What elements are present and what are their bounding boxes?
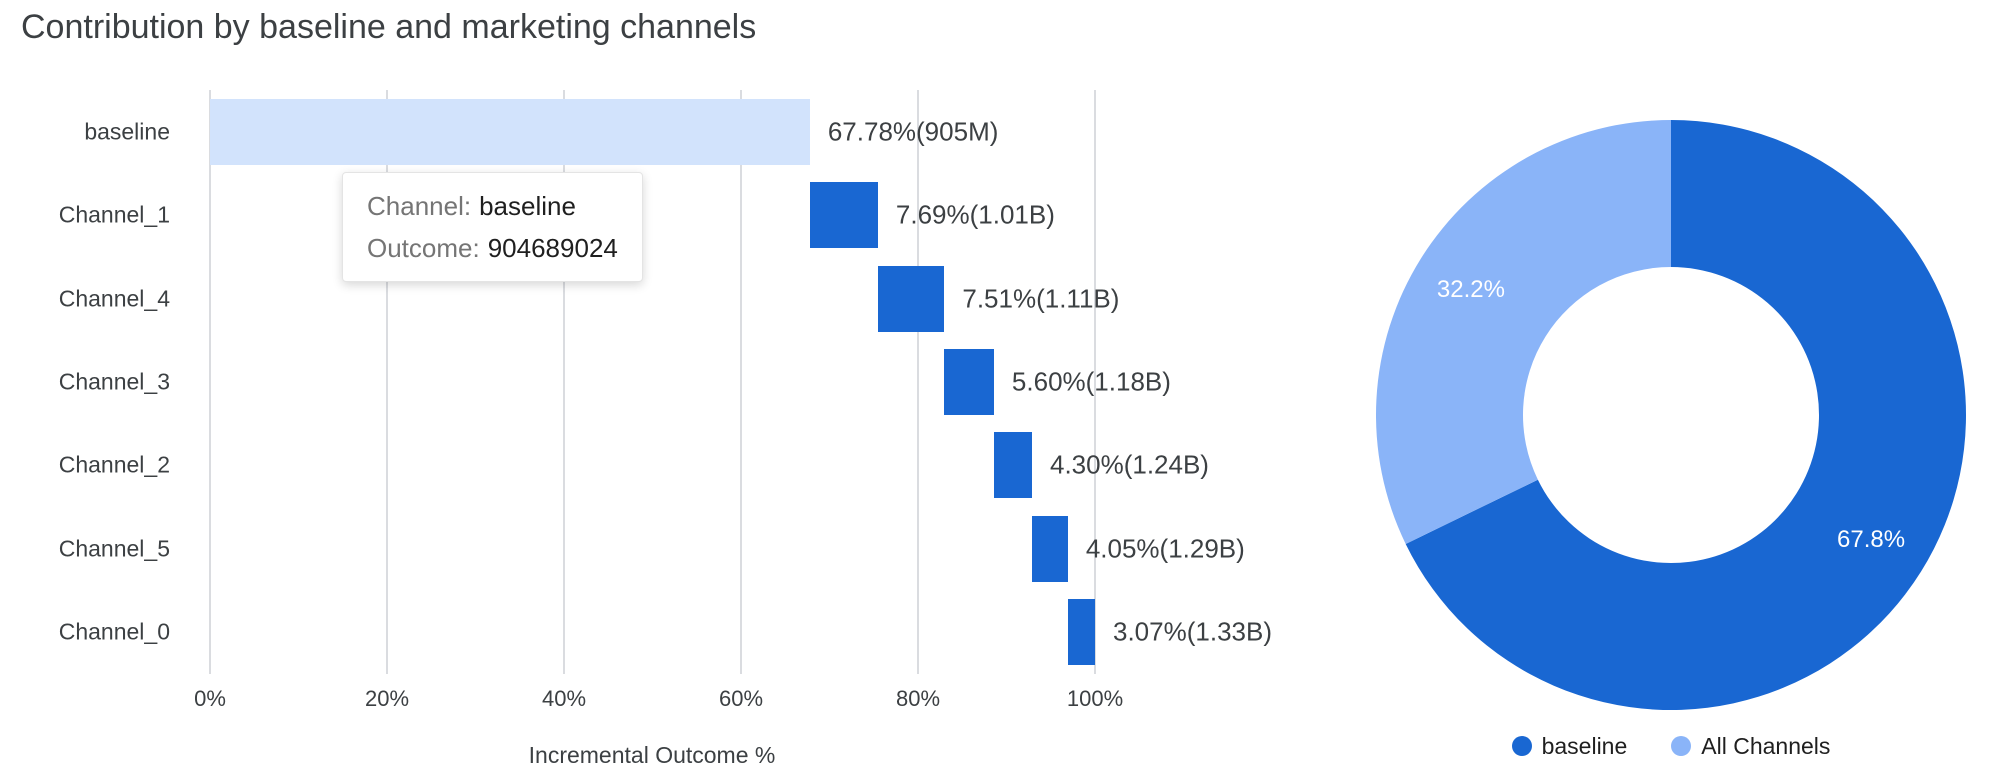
category-label-channel-3: Channel_3 <box>58 368 170 395</box>
legend-dot-all-channels-icon <box>1671 736 1692 756</box>
x-tick-label: 0% <box>194 686 226 711</box>
value-label-channel-1: 7.69%(1.01B) <box>895 199 1055 230</box>
category-label-baseline: baseline <box>84 118 170 145</box>
legend-label-baseline: baseline <box>1541 732 1628 759</box>
value-label-channel-5: 4.05%(1.29B) <box>1085 533 1245 564</box>
category-label-channel-2: Channel_2 <box>58 451 170 478</box>
gridline <box>386 90 388 674</box>
donut-slice-label-baseline: 67.8% <box>1837 526 1906 554</box>
category-label-channel-5: Channel_5 <box>58 535 170 562</box>
x-axis-title: Incremental Outcome % <box>528 742 776 768</box>
donut-svg <box>1376 120 1966 710</box>
tooltip-outcome-row: Outcome: 904689024 <box>367 227 618 269</box>
chart-tooltip: Channel: baseline Outcome: 904689024 <box>342 172 643 282</box>
gridline <box>917 90 919 674</box>
donut-slice-label-all-channels: 32.2% <box>1436 275 1505 303</box>
tooltip-channel-row: Channel: baseline <box>367 185 618 227</box>
category-label-channel-0: Channel_0 <box>58 618 170 645</box>
value-label-channel-2: 4.30%(1.24B) <box>1049 449 1209 480</box>
bar-baseline[interactable] <box>210 98 810 165</box>
donut-chart: 67.8% 32.2% <box>1376 120 1966 710</box>
gridline <box>1094 90 1096 674</box>
x-tick-label: 40% <box>541 686 587 711</box>
x-tick-label: 20% <box>364 686 410 711</box>
legend-label-all-channels: All Channels <box>1701 732 1831 759</box>
bar-channel-1[interactable] <box>809 182 878 249</box>
legend-item-all-channels: All Channels <box>1671 733 1830 760</box>
value-label-channel-3: 5.60%(1.18B) <box>1011 366 1171 397</box>
donut-slice-baseline[interactable] <box>1405 120 1966 710</box>
x-tick-label: 100% <box>1066 686 1124 711</box>
tooltip-channel-value: baseline <box>479 191 576 221</box>
category-label-channel-4: Channel_4 <box>58 285 170 312</box>
value-label-channel-0: 3.07%(1.33B) <box>1113 616 1272 647</box>
gridline <box>209 90 211 674</box>
bar-channel-0[interactable] <box>1067 599 1095 666</box>
tooltip-outcome-label: Outcome: <box>367 233 480 263</box>
gridline <box>740 90 742 674</box>
value-label-channel-4: 7.51%(1.11B) <box>962 283 1120 314</box>
bar-channel-4[interactable] <box>877 265 945 332</box>
legend-dot-baseline-icon <box>1511 736 1532 756</box>
bar-channel-2[interactable] <box>993 432 1032 499</box>
category-label-channel-1: Channel_1 <box>58 201 170 228</box>
tooltip-channel-label: Channel: <box>367 191 472 221</box>
value-label-baseline: 67.78%(905M) <box>827 116 999 147</box>
donut-slice-all-channels[interactable] <box>1376 120 1671 544</box>
bar-channel-5[interactable] <box>1031 515 1068 582</box>
x-tick-label: 60% <box>718 686 764 711</box>
x-tick-label: 80% <box>895 686 941 711</box>
legend-item-baseline: baseline <box>1511 732 1628 760</box>
donut-legend: baseline All Channels <box>1376 730 1966 762</box>
chart-title: Contribution by baseline and marketing c… <box>21 8 757 46</box>
tooltip-outcome-value: 904689024 <box>487 233 618 263</box>
bar-channel-3[interactable] <box>944 349 994 415</box>
gridline <box>563 90 565 674</box>
